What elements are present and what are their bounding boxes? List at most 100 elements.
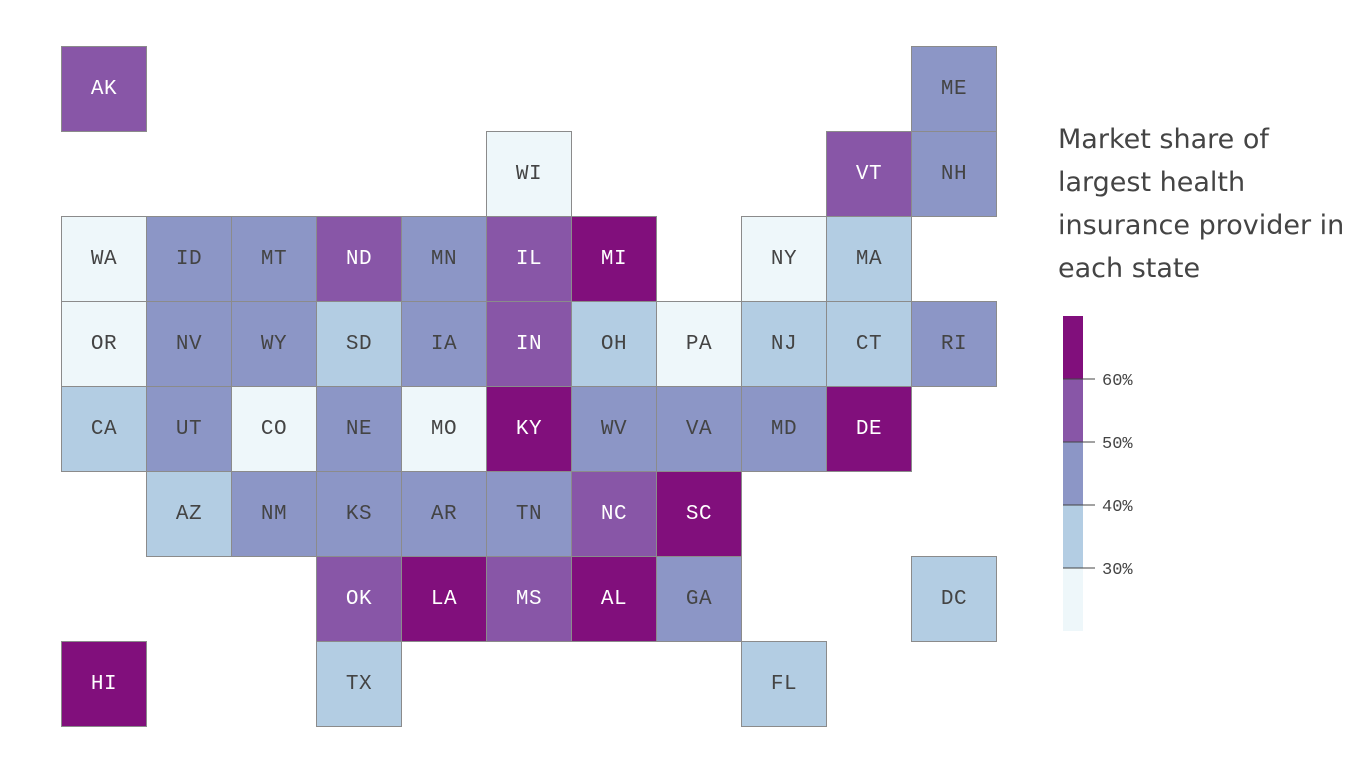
state-tile-va: VA — [656, 386, 742, 472]
state-tile-nh: NH — [911, 131, 997, 217]
state-label: ME — [940, 77, 968, 101]
state-label: TN — [515, 502, 543, 526]
state-tile-ri: RI — [911, 301, 997, 387]
state-label: VT — [855, 162, 883, 186]
state-label: OR — [90, 332, 118, 356]
state-label: MN — [430, 247, 458, 271]
state-tile-la: LA — [401, 556, 487, 642]
state-tile-ma: MA — [826, 216, 912, 302]
state-label: WI — [515, 162, 543, 186]
state-tile-ar: AR — [401, 471, 487, 557]
legend-title: Market share of largest health insurance… — [1058, 124, 1345, 284]
state-label: NV — [175, 332, 203, 356]
state-tile-mt: MT — [231, 216, 317, 302]
state-label: TX — [345, 672, 373, 696]
state-label: KS — [345, 502, 373, 526]
state-tile-ok: OK — [316, 556, 402, 642]
legend-tick-label: 30% — [1102, 561, 1133, 580]
state-label: MS — [515, 587, 543, 611]
state-tile-mi: MI — [571, 216, 657, 302]
state-label: GA — [685, 587, 713, 611]
state-label: CT — [855, 332, 883, 356]
legend-scale: 30% 40% 50% 60% — [1063, 316, 1133, 631]
state-label: IL — [515, 247, 543, 271]
state-label: VA — [685, 417, 713, 441]
legend-swatch — [1063, 379, 1083, 442]
state-tile-sd: SD — [316, 301, 402, 387]
state-tile-nd: ND — [316, 216, 402, 302]
state-label: MA — [855, 247, 883, 271]
state-label: HI — [90, 672, 118, 696]
state-label: OH — [600, 332, 628, 356]
state-label: MO — [430, 417, 458, 441]
state-tile-co: CO — [231, 386, 317, 472]
state-label: NJ — [770, 332, 798, 356]
state-label: LA — [430, 587, 458, 611]
state-label: DE — [855, 417, 883, 441]
state-tile-vt: VT — [826, 131, 912, 217]
state-tile-nv: NV — [146, 301, 232, 387]
state-tile-ky: KY — [486, 386, 572, 472]
state-tile-wv: WV — [571, 386, 657, 472]
color-legend: 30% 40% 50% 60% — [1050, 300, 1190, 650]
state-label: DC — [940, 587, 968, 611]
state-tile-hi: HI — [61, 641, 147, 727]
state-tile-oh: OH — [571, 301, 657, 387]
state-label: AK — [90, 77, 118, 101]
legend-tick-label: 60% — [1102, 372, 1133, 391]
state-tile-ia: IA — [401, 301, 487, 387]
state-tile-ne: NE — [316, 386, 402, 472]
state-tile-pa: PA — [656, 301, 742, 387]
state-label: FL — [770, 672, 798, 696]
state-label: RI — [940, 332, 968, 356]
state-label: WV — [600, 417, 628, 441]
state-label: IA — [430, 332, 458, 356]
state-tile-nc: NC — [571, 471, 657, 557]
state-tile-wa: WA — [61, 216, 147, 302]
state-tile-dc: DC — [911, 556, 997, 642]
state-label: OK — [345, 587, 373, 611]
state-label: UT — [175, 417, 203, 441]
state-label: AR — [430, 502, 458, 526]
state-tile-fl: FL — [741, 641, 827, 727]
state-tile-ct: CT — [826, 301, 912, 387]
state-label: SD — [345, 332, 373, 356]
state-tile-nm: NM — [231, 471, 317, 557]
state-tile-wi: WI — [486, 131, 572, 217]
state-tile-al: AL — [571, 556, 657, 642]
legend-swatch — [1063, 505, 1083, 568]
legend-tick-label: 40% — [1102, 498, 1133, 517]
state-tile-id: ID — [146, 216, 232, 302]
state-label: NH — [940, 162, 968, 186]
state-label: AL — [600, 587, 628, 611]
state-label: CO — [260, 417, 288, 441]
state-label: MD — [770, 417, 798, 441]
state-tile-me: ME — [911, 46, 997, 132]
state-label: CA — [90, 417, 118, 441]
state-tile-ga: GA — [656, 556, 742, 642]
state-tile-de: DE — [826, 386, 912, 472]
state-tile-md: MD — [741, 386, 827, 472]
state-tile-wy: WY — [231, 301, 317, 387]
state-label: ND — [345, 247, 373, 271]
state-label: NM — [260, 502, 288, 526]
state-label: NC — [600, 502, 628, 526]
legend-swatch — [1063, 316, 1083, 379]
state-label: MT — [260, 247, 288, 271]
legend-swatch — [1063, 442, 1083, 505]
state-tile-ut: UT — [146, 386, 232, 472]
state-tile-map: AK ME WI VT NH WA ID MT ND MN IL MI NY MA OR NV WY SD IA IN… — [61, 46, 997, 727]
state-label: WA — [90, 247, 118, 271]
state-tile-mn: MN — [401, 216, 487, 302]
state-tile-tx: TX — [316, 641, 402, 727]
state-tile-sc: SC — [656, 471, 742, 557]
state-tile-ca: CA — [61, 386, 147, 472]
state-label: SC — [685, 502, 713, 526]
state-tile-az: AZ — [146, 471, 232, 557]
state-tile-or: OR — [61, 301, 147, 387]
state-tile-nj: NJ — [741, 301, 827, 387]
state-label: PA — [685, 332, 713, 356]
state-label: WY — [260, 332, 288, 356]
legend-tick-label: 50% — [1102, 435, 1133, 454]
state-label: KY — [515, 417, 543, 441]
